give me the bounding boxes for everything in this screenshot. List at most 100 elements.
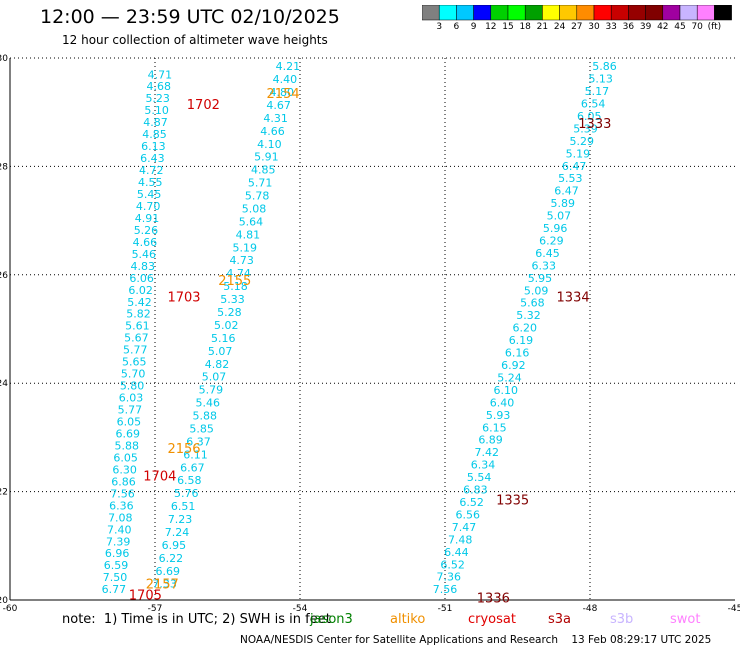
wave-height-value: 4.91 bbox=[135, 212, 160, 225]
wave-height-value: 6.13 bbox=[141, 140, 166, 153]
color-scale-label: 42 bbox=[657, 22, 669, 32]
x-tick-label: -51 bbox=[438, 604, 453, 614]
wave-height-value: 6.36 bbox=[109, 499, 134, 512]
wave-height-value: 7.39 bbox=[106, 535, 131, 548]
track-time-label: 1703 bbox=[167, 290, 200, 305]
color-scale-label: 33 bbox=[605, 22, 617, 32]
wave-height-value: 5.71 bbox=[248, 177, 273, 190]
wave-height-value: 5.16 bbox=[211, 332, 236, 345]
wave-height-value: 5.96 bbox=[543, 222, 568, 235]
wave-height-value: 5.07 bbox=[202, 371, 227, 384]
color-scale-label: 6 bbox=[453, 22, 460, 32]
wave-height-value: 6.40 bbox=[490, 396, 515, 409]
wave-height-value: 5.10 bbox=[144, 104, 169, 117]
wave-height-value: 4.70 bbox=[136, 200, 161, 213]
wave-height-value: 6.44 bbox=[444, 546, 469, 559]
color-scale-label: (ft) bbox=[707, 22, 722, 32]
wave-height-value: 6.95 bbox=[162, 539, 187, 552]
color-scale-label: 30 bbox=[588, 22, 600, 32]
legend-item-s3a: s3a bbox=[548, 612, 572, 627]
y-tick-label: 28 bbox=[0, 162, 8, 172]
wave-height-value: 6.56 bbox=[456, 508, 481, 521]
wave-height-value: 5.07 bbox=[208, 345, 233, 358]
track-time-label: 1705 bbox=[129, 589, 162, 604]
credit-line: NOAA/NESDIS Center for Satellite Applica… bbox=[240, 634, 712, 646]
wave-height-value: 7.24 bbox=[165, 526, 190, 539]
wave-height-value: 5.65 bbox=[122, 356, 147, 369]
wave-height-value: 5.88 bbox=[114, 439, 139, 452]
wave-height-value: 5.67 bbox=[124, 332, 149, 345]
wave-height-value: 4.81 bbox=[236, 228, 261, 241]
color-swatch bbox=[714, 5, 732, 21]
wave-height-value: 5.18 bbox=[223, 280, 248, 293]
wave-height-value: 5.53 bbox=[558, 172, 583, 185]
wave-height-value: 4.40 bbox=[273, 73, 298, 86]
wave-height-value: 6.10 bbox=[494, 384, 519, 397]
wave-height-value: 6.52 bbox=[440, 558, 465, 571]
track-time-label: 1333 bbox=[578, 117, 611, 132]
color-scale-label: 9 bbox=[470, 22, 477, 32]
wave-height-value: 5.29 bbox=[569, 135, 594, 148]
wave-height-value: 6.37 bbox=[186, 435, 211, 448]
wave-height-value: 4.87 bbox=[143, 116, 168, 129]
wave-height-value: 5.93 bbox=[486, 409, 511, 422]
wave-height-value: 4.10 bbox=[257, 138, 282, 151]
wave-height-value: 6.96 bbox=[105, 547, 130, 560]
wave-height-value: 4.68 bbox=[147, 80, 172, 93]
wave-height-value: 6.19 bbox=[509, 334, 534, 347]
wave-height-value: 5.13 bbox=[588, 73, 613, 86]
wave-height-value: 7.47 bbox=[452, 521, 477, 534]
track-time-label: 1704 bbox=[143, 469, 176, 484]
color-scale-label: 27 bbox=[571, 22, 583, 32]
wave-height-value: 7.36 bbox=[437, 571, 462, 584]
color-scale-label: 18 bbox=[519, 22, 531, 32]
wave-height-value: 7.23 bbox=[168, 513, 193, 526]
wave-height-value: 6.43 bbox=[140, 152, 165, 165]
page-title: 12:00 — 23:59 UTC 02/10/2025 bbox=[40, 6, 340, 28]
wave-height-value: 5.09 bbox=[524, 284, 549, 297]
wave-height-value: 7.48 bbox=[448, 533, 473, 546]
wave-height-value: 6.11 bbox=[183, 448, 208, 461]
color-scale-label: 70 bbox=[691, 22, 703, 32]
y-tick-label: 22 bbox=[0, 488, 8, 498]
wave-height-value: 6.29 bbox=[539, 234, 564, 247]
wave-height-value: 5.82 bbox=[126, 308, 151, 321]
wave-height-value: 6.03 bbox=[119, 392, 144, 405]
x-tick-label: -57 bbox=[148, 604, 163, 614]
wave-height-value: 6.52 bbox=[459, 496, 484, 509]
wave-height-value: 6.59 bbox=[104, 559, 129, 572]
wave-height-value: 7.56 bbox=[110, 487, 135, 500]
wave-height-value: 6.58 bbox=[177, 474, 202, 487]
track-time-label: 1336 bbox=[477, 591, 510, 606]
wave-height-value: 5.28 bbox=[217, 306, 242, 319]
wave-height-value: 5.68 bbox=[520, 297, 545, 310]
wave-height-value: 5.07 bbox=[547, 210, 572, 223]
wave-height-value: 6.92 bbox=[501, 359, 526, 372]
wave-height-value: 4.66 bbox=[133, 236, 158, 249]
wave-height-value: 4.85 bbox=[251, 164, 276, 177]
wave-height-value: 6.86 bbox=[111, 475, 136, 488]
wave-height-value: 5.19 bbox=[566, 147, 591, 160]
x-tick-label: -45 bbox=[728, 604, 740, 614]
wave-height-value: 7.50 bbox=[103, 571, 128, 584]
wave-height-value: 4.67 bbox=[266, 99, 291, 112]
wave-height-value: 6.33 bbox=[531, 259, 556, 272]
wave-height-value: 5.64 bbox=[239, 215, 264, 228]
wave-height-value: 4.83 bbox=[130, 260, 155, 273]
track-time-label: 2157 bbox=[146, 578, 179, 593]
wave-height-value: 5.80 bbox=[120, 380, 145, 393]
legend-item-altiko: altiko bbox=[390, 612, 426, 627]
legend-item-s3b: s3b bbox=[610, 612, 634, 627]
x-tick-label: -60 bbox=[3, 604, 18, 614]
page-subtitle: 12 hour collection of altimeter wave hei… bbox=[62, 33, 328, 47]
color-scale-label: 24 bbox=[553, 22, 566, 32]
wave-height-value: 5.32 bbox=[516, 309, 541, 322]
track-time-label: 1702 bbox=[187, 98, 220, 113]
legend-item-swot: swot bbox=[670, 612, 701, 627]
wave-height-value: 6.06 bbox=[129, 272, 154, 285]
wave-height-value: 5.89 bbox=[550, 197, 575, 210]
y-tick-label: 30 bbox=[0, 54, 8, 64]
wave-height-value: 5.08 bbox=[242, 202, 267, 215]
x-tick-label: -48 bbox=[583, 604, 598, 614]
wave-height-value: 5.39 bbox=[573, 122, 598, 135]
